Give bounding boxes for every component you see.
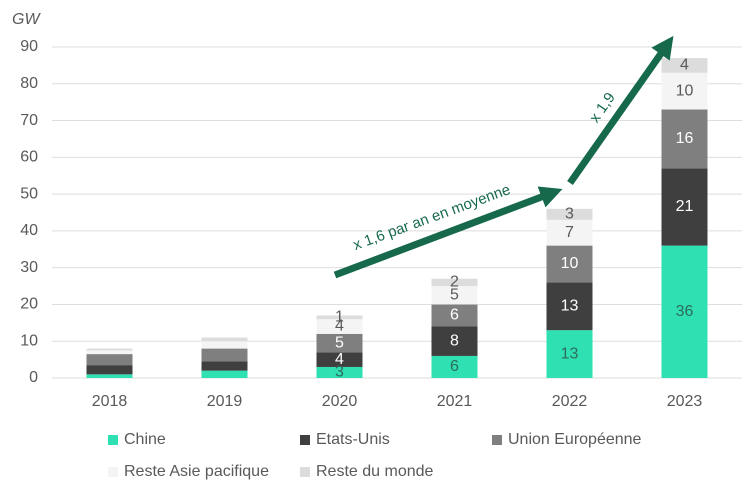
y-tick-label: 20	[20, 296, 38, 313]
bar-segment	[86, 348, 133, 351]
bar-segment	[316, 315, 363, 320]
x-tick-label: 2023	[667, 393, 703, 410]
bar-segment	[86, 354, 133, 366]
legend-label: Union Européenne	[508, 431, 642, 448]
bar-segment	[431, 304, 478, 327]
bar-segment	[86, 350, 133, 355]
x-tick-label: 2019	[207, 393, 243, 410]
y-tick-label: 90	[20, 38, 38, 55]
bar-segment	[431, 286, 478, 305]
bar-segment	[546, 208, 593, 220]
bar-segment	[431, 355, 478, 378]
data-label: 4	[335, 318, 344, 335]
y-tick-label: 70	[20, 112, 38, 129]
bar-segment	[86, 374, 133, 378]
data-label: 6	[450, 358, 459, 375]
bar-segment	[431, 278, 478, 287]
data-label: 4	[335, 351, 344, 368]
x-tick-label: 2018	[92, 393, 128, 410]
data-label: 36	[676, 303, 694, 320]
data-label: 8	[450, 332, 459, 349]
bar-segment	[86, 365, 133, 375]
y-axis-label: GW	[12, 11, 41, 28]
data-label: 6	[450, 307, 459, 324]
bar-segment	[201, 370, 248, 378]
data-label: 1	[335, 309, 344, 326]
bar-segment	[546, 330, 593, 378]
y-tick-label: 0	[29, 369, 38, 386]
legend-swatch	[108, 467, 118, 477]
bar-segment	[431, 326, 478, 356]
bar-segment	[661, 72, 708, 110]
data-label: 10	[561, 255, 579, 272]
bar-segment	[201, 341, 248, 349]
bar-segment	[546, 245, 593, 283]
legend-swatch	[300, 467, 310, 477]
data-label: 16	[676, 130, 694, 147]
x-tick-label: 2021	[437, 393, 473, 410]
y-tick-label: 40	[20, 222, 38, 239]
y-tick-label: 80	[20, 75, 38, 92]
bar-segment	[546, 219, 593, 246]
y-tick-label: 30	[20, 259, 38, 276]
legend-label: Etats-Unis	[316, 431, 390, 448]
y-tick-label: 50	[20, 185, 38, 202]
legend-swatch	[300, 435, 310, 445]
bar-segment	[661, 58, 708, 73]
data-label: 10	[676, 82, 694, 99]
bar-segment	[661, 168, 708, 246]
data-label: 3	[335, 364, 344, 381]
bar-segment	[316, 366, 363, 378]
data-label: 7	[565, 224, 574, 241]
bar-segment	[316, 319, 363, 334]
bar-segment	[316, 352, 363, 367]
bar-segment	[201, 337, 248, 342]
data-label: 13	[561, 345, 579, 362]
y-tick-label: 60	[20, 149, 38, 166]
bar-segment	[316, 333, 363, 353]
bar-segment	[201, 361, 248, 371]
bar-segment	[661, 109, 708, 169]
data-label: 5	[335, 334, 344, 351]
legend-label: Reste du monde	[316, 463, 434, 480]
bar-segment	[546, 282, 593, 331]
bar-segment	[201, 348, 248, 362]
data-label: 21	[676, 198, 694, 215]
x-tick-label: 2022	[552, 393, 588, 410]
legend-label: Chine	[124, 431, 166, 448]
data-label: 4	[680, 57, 689, 74]
arrow	[567, 35, 674, 186]
legend-swatch	[108, 435, 118, 445]
data-label: 2	[450, 274, 459, 291]
data-label: 13	[561, 298, 579, 315]
data-label: 3	[565, 206, 574, 223]
data-label: 5	[450, 286, 459, 303]
legend-label: Reste Asie pacifique	[124, 463, 269, 480]
legend-swatch	[492, 435, 502, 445]
bar-segment	[661, 245, 708, 378]
arrow	[333, 186, 563, 279]
x-tick-label: 2020	[322, 393, 358, 410]
y-tick-label: 10	[20, 332, 38, 349]
